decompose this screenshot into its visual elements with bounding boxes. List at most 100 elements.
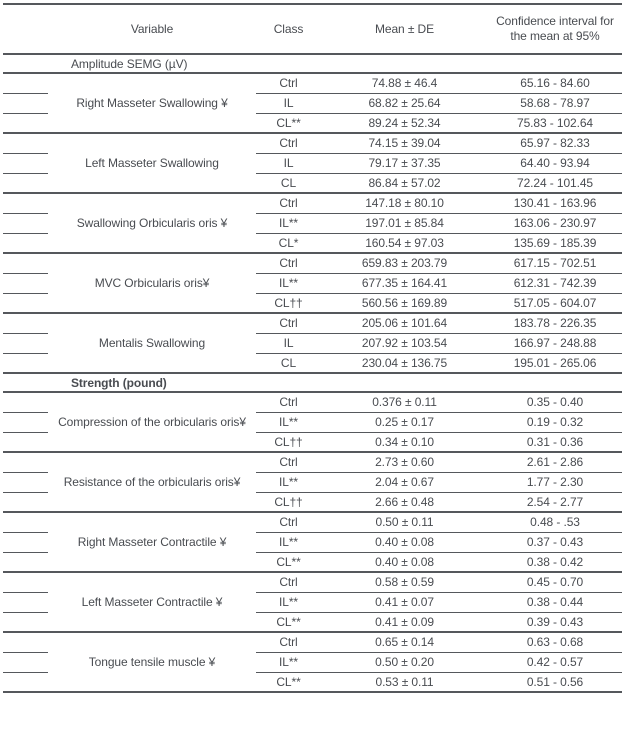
class-cell: IL** — [256, 272, 321, 293]
ci-cell: 2.54 - 2.77 — [488, 491, 622, 512]
stub-cell — [3, 531, 48, 552]
class-cell: IL** — [256, 651, 321, 672]
class-cell: CL** — [256, 112, 321, 133]
class-cell: IL** — [256, 212, 321, 233]
ci-cell: 65.97 - 82.33 — [488, 132, 622, 153]
stub-cell — [3, 232, 48, 253]
class-cell: CL†† — [256, 431, 321, 452]
stub-cell — [3, 471, 48, 492]
stub-cell — [3, 72, 48, 93]
data-row: CL* 160.54 ± 97.03 135.69 - 185.39 — [3, 232, 622, 253]
class-cell: IL — [256, 332, 321, 353]
stub-cell — [3, 92, 48, 113]
data-row: CL†† 560.56 ± 169.89 517.05 - 604.07 — [3, 292, 622, 313]
stub-cell — [3, 511, 48, 532]
ci-cell: 1.77 - 2.30 — [488, 471, 622, 492]
variable-cell: Tongue tensile muscle ¥ — [48, 631, 256, 692]
mean-cell: 2.66 ± 0.48 — [321, 491, 488, 512]
data-row: CL†† 0.34 ± 0.10 0.31 - 0.36 — [3, 431, 622, 452]
class-column-header: Class — [256, 4, 321, 55]
ci-cell: 0.38 - 0.44 — [488, 591, 622, 612]
stub-cell — [3, 491, 48, 512]
ci-cell: 130.41 - 163.96 — [488, 192, 622, 213]
section-header-row: Amplitude SEMG (µV) — [3, 53, 622, 74]
class-cell: Ctrl — [256, 631, 321, 652]
mean-cell: 0.65 ± 0.14 — [321, 631, 488, 652]
mean-cell: 0.376 ± 0.11 — [321, 391, 488, 412]
stub-column-header — [3, 4, 48, 55]
class-cell: Ctrl — [256, 511, 321, 532]
stub-cell — [3, 332, 48, 353]
data-row: Swallowing Orbicularis oris ¥ Ctrl 147.18 … — [3, 192, 622, 253]
class-cell: CL* — [256, 232, 321, 253]
class-cell: CL** — [256, 671, 321, 692]
mean-cell: 197.01 ± 85.84 — [321, 212, 488, 233]
ci-cell: 0.42 - 0.57 — [488, 651, 622, 672]
stub-cell — [3, 411, 48, 432]
data-row: CL†† 2.66 ± 0.48 2.54 - 2.77 — [3, 491, 622, 512]
mean-cell: 2.04 ± 0.67 — [321, 471, 488, 492]
stub-cell — [3, 671, 48, 692]
ci-cell: 0.51 - 0.56 — [488, 671, 622, 692]
stub-cell — [3, 312, 48, 333]
data-row: IL** 0.25 ± 0.17 0.19 - 0.32 — [3, 411, 622, 432]
section-title: Strength (pound) — [3, 372, 622, 393]
ci-cell: 72.24 - 101.45 — [488, 172, 622, 193]
ci-column-header-text: Confidence interval for the mean at 95% — [496, 14, 614, 43]
mean-cell: 0.25 ± 0.17 — [321, 411, 488, 432]
class-cell: IL** — [256, 471, 321, 492]
stub-cell — [3, 192, 48, 213]
class-cell: IL** — [256, 591, 321, 612]
results-table: Variable Class Mean ± DE Confidence inte… — [3, 3, 622, 693]
class-cell: Ctrl — [256, 192, 321, 213]
ci-cell: 0.37 - 0.43 — [488, 531, 622, 552]
class-cell: Ctrl — [256, 571, 321, 592]
data-row: IL** 0.41 ± 0.07 0.38 - 0.44 — [3, 591, 622, 612]
stub-cell — [3, 292, 48, 313]
class-cell: CL** — [256, 551, 321, 572]
stub-cell — [3, 631, 48, 652]
ci-cell: 612.31 - 742.39 — [488, 272, 622, 293]
stub-cell — [3, 551, 48, 572]
stub-cell — [3, 112, 48, 133]
variable-cell: Resistance of the orbicularis oris¥ — [48, 451, 256, 512]
data-row: IL** 677.35 ± 164.41 612.31 - 742.39 — [3, 272, 622, 293]
ci-cell: 58.68 - 78.97 — [488, 92, 622, 113]
stub-cell — [3, 152, 48, 173]
mean-cell: 86.84 ± 57.02 — [321, 172, 488, 193]
stub-cell — [3, 571, 48, 592]
ci-cell: 0.38 - 0.42 — [488, 551, 622, 572]
mean-cell: 205.06 ± 101.64 — [321, 312, 488, 333]
ci-cell: 0.35 - 0.40 — [488, 391, 622, 412]
stub-cell — [3, 451, 48, 472]
mean-cell: 207.92 ± 103.54 — [321, 332, 488, 353]
class-cell: Ctrl — [256, 391, 321, 412]
mean-cell: 0.50 ± 0.11 — [321, 511, 488, 532]
class-cell: CL — [256, 172, 321, 193]
data-row: CL** 89.24 ± 52.34 75.83 - 102.64 — [3, 112, 622, 133]
ci-cell: 0.39 - 0.43 — [488, 611, 622, 632]
header-row: Variable Class Mean ± DE Confidence inte… — [3, 4, 622, 55]
stub-cell — [3, 591, 48, 612]
mean-cell: 2.73 ± 0.60 — [321, 451, 488, 472]
mean-cell: 230.04 ± 136.75 — [321, 352, 488, 373]
ci-cell: 183.78 - 226.35 — [488, 312, 622, 333]
section-header-row: Strength (pound) — [3, 372, 622, 393]
data-row: IL** 197.01 ± 85.84 163.06 - 230.97 — [3, 212, 622, 233]
mean-cell: 0.34 ± 0.10 — [321, 431, 488, 452]
data-row: CL 230.04 ± 136.75 195.01 - 265.06 — [3, 352, 622, 373]
ci-cell: 2.61 - 2.86 — [488, 451, 622, 472]
stub-cell — [3, 391, 48, 412]
data-row: CL 86.84 ± 57.02 72.24 - 101.45 — [3, 172, 622, 193]
data-row: IL 68.82 ± 25.64 58.68 - 78.97 — [3, 92, 622, 113]
data-row: IL** 0.40 ± 0.08 0.37 - 0.43 — [3, 531, 622, 552]
variable-cell: Left Masseter Contractile ¥ — [48, 571, 256, 632]
class-cell: IL** — [256, 531, 321, 552]
mean-cell: 74.88 ± 46.4 — [321, 72, 488, 93]
stub-cell — [3, 352, 48, 373]
data-row: IL** 2.04 ± 0.67 1.77 - 2.30 — [3, 471, 622, 492]
class-cell: Ctrl — [256, 312, 321, 333]
class-cell: CL — [256, 352, 321, 373]
class-cell: CL** — [256, 611, 321, 632]
mean-cell: 560.56 ± 169.89 — [321, 292, 488, 313]
